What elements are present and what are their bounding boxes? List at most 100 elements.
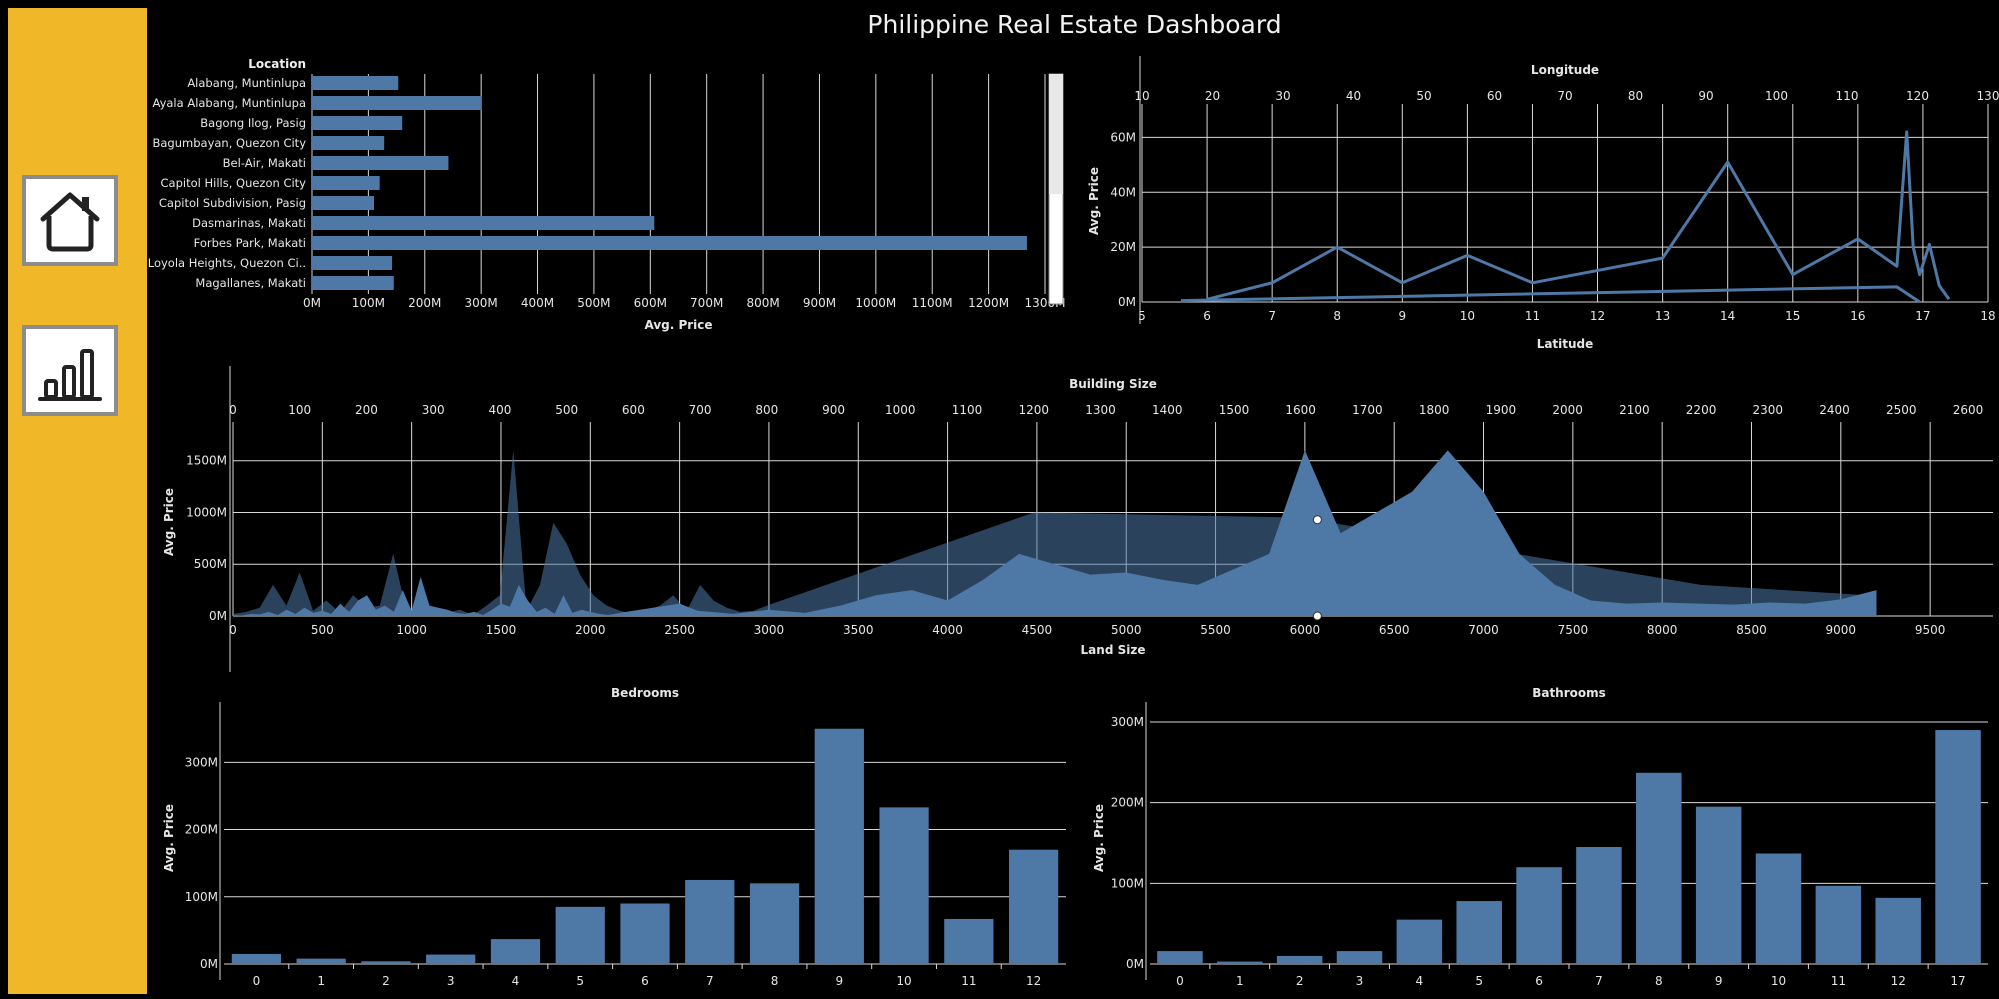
x2-tick-label: 1000 xyxy=(885,403,916,417)
y-tick-label: 1000M xyxy=(186,505,227,519)
x-tick-label: 6 xyxy=(1203,309,1211,323)
bar xyxy=(555,906,605,964)
bar xyxy=(312,76,399,90)
series-line xyxy=(1206,130,1951,301)
x-tick-label: 5500 xyxy=(1200,623,1231,637)
highlight-point xyxy=(1312,515,1322,525)
x2-axis-title: Longitude xyxy=(1531,63,1599,77)
bar-chart-icon xyxy=(38,348,102,401)
x2-tick-label: 800 xyxy=(755,403,778,417)
bar xyxy=(1815,885,1862,964)
bar xyxy=(1217,961,1263,964)
x-tick-label: 11 xyxy=(1525,309,1540,323)
y-axis-title: Avg. Price xyxy=(1087,167,1101,235)
bar xyxy=(749,883,800,964)
x-tick-label: 11 xyxy=(961,974,976,988)
x-tick-label: 0 xyxy=(229,623,237,637)
x-axis-title: Avg. Price xyxy=(644,318,712,332)
bar xyxy=(1456,901,1502,964)
y-axis-title: Avg. Price xyxy=(162,804,176,872)
bar xyxy=(312,156,449,170)
scrollbar-thumb xyxy=(1049,74,1063,194)
x-tick-label: 1500 xyxy=(486,623,517,637)
x-tick-label: 8 xyxy=(1655,974,1663,988)
x-tick-label: 2500 xyxy=(664,623,695,637)
x2-tick-label: 2000 xyxy=(1552,403,1583,417)
x-tick-label: 8500 xyxy=(1736,623,1767,637)
bar xyxy=(620,903,670,964)
bar xyxy=(944,918,994,964)
y-tick-label: 0M xyxy=(1118,295,1136,309)
bar xyxy=(1396,919,1443,964)
x-tick-label: 5 xyxy=(1138,309,1146,323)
nav-charts-button[interactable] xyxy=(22,325,118,416)
chart-title: Bathrooms xyxy=(1532,686,1606,700)
x2-tick-label: 1500 xyxy=(1219,403,1250,417)
bar xyxy=(296,958,346,964)
category-label: Forbes Park, Makati xyxy=(194,236,306,250)
x-tick-label: 17 xyxy=(1915,309,1930,323)
y-tick-label: 20M xyxy=(1110,240,1136,254)
x-tick-label: 4500 xyxy=(1022,623,1053,637)
y-tick-label: 200M xyxy=(1111,796,1144,810)
location-price-chart: Location 0M 100M 200M 300M 400M 500M 600M 700M 80… xyxy=(148,57,1066,332)
x-tick-label: 3500 xyxy=(843,623,874,637)
bar xyxy=(312,176,380,190)
x-tick-label: 12 xyxy=(1891,974,1906,988)
bar xyxy=(1336,951,1383,964)
y-tick-label: 300M xyxy=(1111,715,1144,729)
x-tick-label: 4 xyxy=(512,974,520,988)
sidebar xyxy=(8,8,147,994)
x2-axis-title: Building Size xyxy=(1069,377,1157,391)
x2-tick-label: 600 xyxy=(622,403,645,417)
x-tick-label: 17 xyxy=(1950,974,1965,988)
y-tick-label: 100M xyxy=(1111,876,1144,890)
dashboard-title: Philippine Real Estate Dashboard xyxy=(867,10,1282,39)
category-label: Capitol Hills, Quezon City xyxy=(161,176,307,190)
x-tick-label: 7000 xyxy=(1468,623,1499,637)
bar xyxy=(312,96,482,110)
y-tick-label: 100M xyxy=(185,890,218,904)
x-tick-label: 9000 xyxy=(1826,623,1857,637)
category-label: Loyola Heights, Quezon Ci.. xyxy=(148,256,306,270)
y-tick-label: 60M xyxy=(1110,130,1136,144)
x-tick-label: 600M xyxy=(634,296,667,310)
x2-tick-label: 2600 xyxy=(1953,403,1984,417)
category-label: Bagong Ilog, Pasig xyxy=(200,116,306,130)
x2-tick-label: 1700 xyxy=(1352,403,1383,417)
x-axis-title: Latitude xyxy=(1537,337,1594,351)
bar xyxy=(312,216,655,230)
x-tick-label: 6 xyxy=(641,974,649,988)
x-tick-label: 0M xyxy=(303,296,321,310)
nav-home-button[interactable] xyxy=(22,175,118,266)
x2-tick-label: 1100 xyxy=(952,403,983,417)
x-tick-label: 1 xyxy=(317,974,325,988)
x2-tick-label: 2100 xyxy=(1619,403,1650,417)
bar xyxy=(312,256,393,270)
x-tick-label: 9500 xyxy=(1915,623,1946,637)
bar xyxy=(1636,772,1682,964)
bar xyxy=(1276,955,1323,964)
x-tick-label: 12 xyxy=(1590,309,1605,323)
area-land-size xyxy=(233,450,1877,616)
x-tick-label: 5000 xyxy=(1111,623,1142,637)
x2-tick-label: 1900 xyxy=(1486,403,1517,417)
y-tick-label: 0M xyxy=(1126,957,1144,971)
x-tick-label: 14 xyxy=(1720,309,1735,323)
x2-tick-label: 400 xyxy=(488,403,511,417)
x-tick-label: 500M xyxy=(577,296,610,310)
bar xyxy=(1576,847,1622,964)
x2-tick-label: 500 xyxy=(555,403,578,417)
x-tick-label: 7 xyxy=(1595,974,1603,988)
bar xyxy=(1157,951,1203,964)
x-tick-label: 0 xyxy=(253,974,261,988)
x-tick-label: 10 xyxy=(896,974,911,988)
x2-tick-label: 60 xyxy=(1487,89,1502,103)
category-label: Dasmarinas, Makati xyxy=(192,216,306,230)
y-tick-label: 0M xyxy=(209,609,227,623)
x-tick-label: 200M xyxy=(408,296,441,310)
x-tick-label: 12 xyxy=(1026,974,1041,988)
x-tick-label: 5 xyxy=(576,974,584,988)
